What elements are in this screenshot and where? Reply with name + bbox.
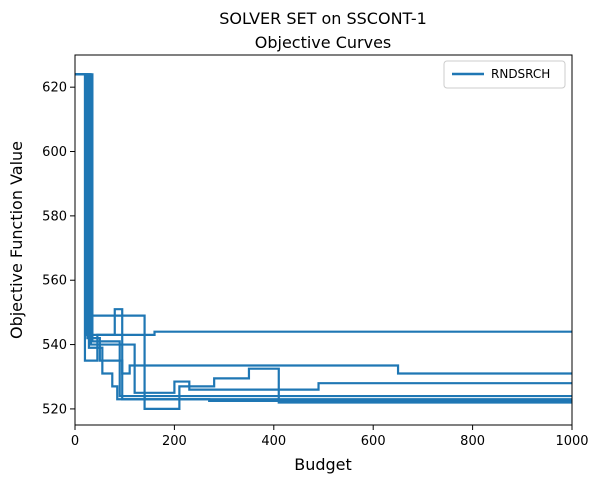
y-tick-label: 520	[42, 402, 67, 417]
x-tick-label: 0	[71, 434, 79, 449]
x-tick-label: 200	[162, 434, 187, 449]
x-axis-label: Budget	[294, 455, 352, 474]
x-tick-label: 400	[261, 434, 286, 449]
legend: RNDSRCH	[443, 60, 566, 89]
series-line	[75, 73, 572, 411]
x-tick-label: 800	[460, 434, 485, 449]
y-axis: 520 540 560 580 600 620	[42, 81, 75, 417]
y-tick-label: 600	[42, 145, 67, 160]
y-tick-label: 560	[42, 274, 67, 289]
y-tick-label: 620	[42, 81, 67, 96]
x-tick-label: 1000	[555, 434, 588, 449]
legend-box	[443, 60, 566, 89]
series-line	[75, 73, 572, 401]
x-tick-label: 600	[361, 434, 386, 449]
plot-frame	[74, 54, 573, 426]
series-line	[75, 73, 572, 375]
y-tick-label: 540	[42, 338, 67, 353]
series-layer	[75, 73, 572, 411]
chart-subtitle: Objective Curves	[255, 33, 392, 52]
plot-area	[74, 54, 573, 426]
series-line	[75, 73, 572, 337]
series-line	[75, 73, 572, 394]
series-line	[75, 73, 572, 402]
y-axis-label: Objective Function Value	[7, 141, 26, 339]
series-line	[75, 73, 572, 401]
legend-label: RNDSRCH	[491, 67, 550, 81]
y-tick-label: 580	[42, 209, 67, 224]
chart-title: SOLVER SET on SSCONT-1	[219, 9, 427, 28]
x-axis: 0 200 400 600 800 1000	[71, 425, 589, 449]
